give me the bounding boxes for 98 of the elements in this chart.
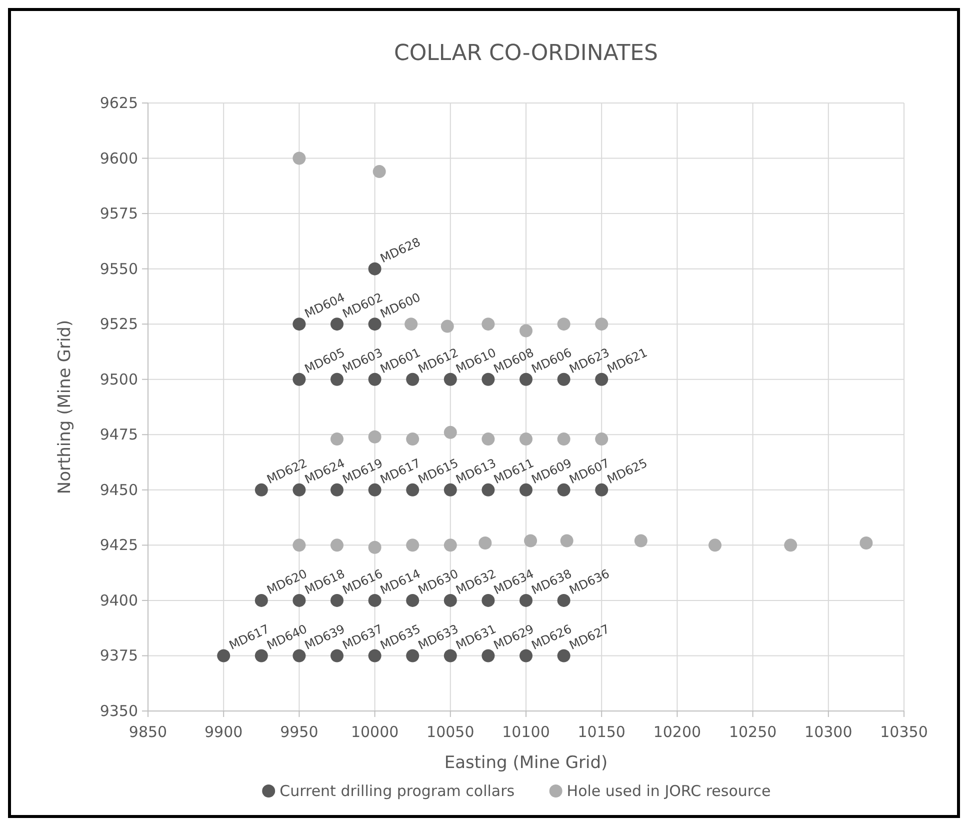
point bbox=[482, 432, 495, 446]
point bbox=[860, 536, 873, 550]
point bbox=[595, 372, 608, 386]
y-axis-title: Northing (Mine Grid) bbox=[55, 320, 75, 494]
legend-label: Hole used in JORC resource bbox=[566, 782, 771, 800]
y-tick-label: 9500 bbox=[100, 370, 138, 388]
point bbox=[482, 483, 495, 496]
y-tick-label: 9400 bbox=[100, 591, 138, 610]
y-tick-label: 9450 bbox=[100, 480, 138, 499]
y-tick-label: 9475 bbox=[100, 426, 138, 444]
point bbox=[444, 426, 457, 439]
x-tick-label: 10000 bbox=[350, 723, 399, 741]
point bbox=[330, 594, 344, 607]
point bbox=[520, 324, 532, 338]
point bbox=[368, 372, 382, 386]
x-tick-label: 10200 bbox=[653, 723, 702, 741]
point bbox=[784, 538, 798, 552]
y-tick-label: 9625 bbox=[100, 94, 138, 112]
point bbox=[254, 649, 268, 662]
point bbox=[444, 649, 457, 662]
x-tick-label: 9950 bbox=[280, 723, 318, 741]
y-tick-label: 9575 bbox=[100, 204, 138, 223]
point bbox=[406, 538, 420, 552]
point bbox=[330, 649, 344, 662]
point bbox=[482, 318, 495, 331]
point bbox=[292, 318, 306, 331]
point bbox=[595, 432, 608, 446]
point bbox=[520, 483, 532, 496]
point bbox=[482, 372, 495, 386]
point bbox=[444, 372, 457, 386]
x-tick-label: 10300 bbox=[804, 723, 852, 741]
point bbox=[368, 430, 382, 444]
point bbox=[292, 649, 306, 662]
point bbox=[595, 483, 608, 496]
y-tick-label: 9425 bbox=[100, 536, 138, 554]
point bbox=[520, 649, 532, 662]
y-tick-label: 9600 bbox=[100, 149, 138, 168]
point bbox=[292, 483, 306, 496]
point bbox=[254, 594, 268, 607]
legend-label: Current drilling program collars bbox=[280, 782, 515, 800]
chart-title: COLLAR CO-ORDINATES bbox=[394, 41, 658, 66]
point bbox=[557, 594, 570, 607]
point bbox=[444, 538, 457, 552]
point bbox=[330, 318, 344, 331]
point bbox=[557, 432, 570, 446]
point bbox=[217, 649, 230, 662]
x-tick-label: 10250 bbox=[728, 723, 777, 741]
point bbox=[595, 318, 608, 331]
point bbox=[708, 538, 722, 552]
point bbox=[520, 594, 532, 607]
x-tick-label: 10100 bbox=[502, 723, 550, 741]
point bbox=[482, 594, 495, 607]
point bbox=[330, 483, 344, 496]
point bbox=[520, 372, 532, 386]
point bbox=[368, 594, 382, 607]
point bbox=[440, 320, 454, 333]
point bbox=[478, 536, 492, 550]
point bbox=[368, 483, 382, 496]
point bbox=[634, 534, 648, 548]
point bbox=[330, 372, 344, 386]
point bbox=[292, 152, 306, 165]
point bbox=[560, 534, 574, 548]
point bbox=[292, 538, 306, 552]
point bbox=[368, 262, 382, 276]
x-tick-label: 10350 bbox=[880, 723, 928, 741]
point bbox=[406, 649, 420, 662]
point bbox=[520, 432, 532, 446]
point bbox=[444, 483, 457, 496]
y-tick-label: 9525 bbox=[100, 315, 138, 334]
point bbox=[368, 318, 382, 331]
point bbox=[406, 432, 420, 446]
point bbox=[254, 483, 268, 496]
y-tick-label: 9550 bbox=[100, 260, 138, 278]
point bbox=[372, 165, 386, 178]
point bbox=[557, 372, 570, 386]
x-tick-label: 9850 bbox=[128, 723, 168, 741]
point bbox=[406, 594, 420, 607]
point bbox=[406, 483, 420, 496]
point bbox=[330, 432, 344, 446]
point bbox=[368, 540, 382, 554]
x-tick-label: 10050 bbox=[426, 723, 474, 741]
x-axis-title: Easting (Mine Grid) bbox=[444, 753, 608, 773]
point bbox=[557, 649, 570, 662]
point bbox=[482, 649, 495, 662]
point bbox=[404, 318, 418, 331]
point bbox=[368, 649, 382, 662]
x-tick-label: 9900 bbox=[204, 723, 243, 741]
y-tick-label: 9375 bbox=[100, 646, 138, 665]
x-tick-label: 10150 bbox=[578, 723, 626, 741]
point bbox=[444, 594, 457, 607]
y-tick-label: 9350 bbox=[100, 702, 138, 720]
point bbox=[292, 594, 306, 607]
point bbox=[330, 538, 344, 552]
point bbox=[557, 483, 570, 496]
point bbox=[557, 318, 570, 331]
point bbox=[292, 372, 306, 386]
point bbox=[406, 372, 420, 386]
point bbox=[524, 534, 538, 548]
